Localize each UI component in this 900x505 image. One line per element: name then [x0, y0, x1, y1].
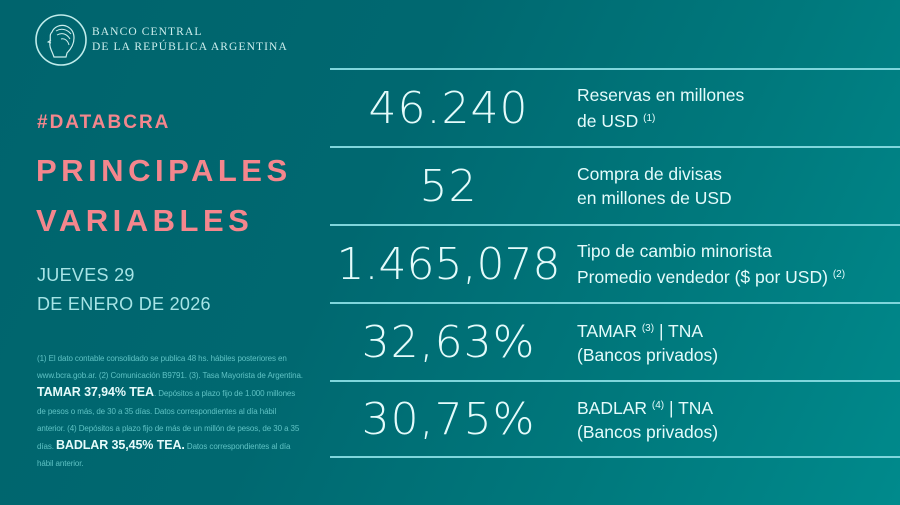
tamar-rate-type: | TNA: [658, 321, 704, 341]
variable-row-reservas: 46.240 Reservas en millones de USD (1): [330, 68, 900, 146]
tipo-cambio-value: 1.465,078: [336, 238, 561, 290]
date-line1: JUEVES 29: [37, 265, 135, 285]
reservas-label-line2: de USD (1): [577, 107, 744, 133]
badlar-label-line1: BADLAR (4) | TNA: [577, 394, 718, 420]
tamar-label-line2: (Bancos privados): [577, 345, 719, 365]
hashtag: #DATABCRA: [37, 112, 171, 133]
date-line2: DE ENERO DE 2026: [37, 294, 211, 314]
compra-divisas-label: Compra de divisas en millones de USD: [577, 162, 732, 210]
footnote-ref-4: (4): [651, 400, 665, 411]
tipo-cambio-label-text: Promedio vendedor ($ por USD): [577, 267, 828, 287]
tamar-label: TAMAR (3) | TNA (Bancos privados): [577, 317, 718, 367]
footnotes: (1) El dato contable consolidado se publ…: [37, 350, 305, 472]
reservas-label-line1: Reservas en millones: [577, 85, 745, 105]
badlar-name: BADLAR: [577, 398, 648, 418]
org-name-line2: DE LA REPÚBLICA ARGENTINA: [92, 41, 288, 53]
compra-divisas-value: 52: [419, 160, 478, 212]
footnote-text-3: Datos correspondientes al día hábil ante…: [37, 442, 291, 469]
footnote-text-1: (1) El dato contable consolidado se publ…: [37, 354, 303, 381]
footnote-ref-3: (3): [641, 323, 655, 334]
badlar-label: BADLAR (4) | TNA (Bancos privados): [577, 394, 718, 444]
tamar-name: TAMAR: [577, 321, 637, 341]
badlar-label-line2: (Bancos privados): [577, 422, 719, 442]
bcra-seal-icon: [35, 14, 87, 66]
page-title: PRINCIPALES VARIABLES: [36, 146, 292, 246]
reservas-value: 46.240: [368, 82, 529, 134]
variables-table: 46.240 Reservas en millones de USD (1) 5…: [330, 68, 900, 458]
tipo-cambio-label-line1: Tipo de cambio minorista: [577, 241, 772, 261]
compra-divisas-label-line2: en millones de USD: [577, 188, 732, 208]
reservas-label: Reservas en millones de USD (1): [577, 83, 744, 133]
footnote-ref-1: (1): [643, 113, 656, 124]
title-line2: VARIABLES: [36, 203, 254, 238]
tamar-label-line1: TAMAR (3) | TNA: [577, 317, 718, 343]
badlar-tea: BADLAR 35,45% TEA.: [55, 438, 185, 453]
variable-row-compra-divisas: 52 Compra de divisas en millones de USD: [330, 146, 900, 224]
tipo-cambio-label: Tipo de cambio minorista Promedio vended…: [577, 239, 845, 289]
tamar-value: 32,63%: [361, 316, 536, 368]
variable-row-tamar: 32,63% TAMAR (3) | TNA (Bancos privados): [330, 302, 900, 380]
badlar-rate-type: | TNA: [669, 398, 714, 418]
title-line1: PRINCIPALES: [36, 153, 292, 188]
tamar-tea: TAMAR 37,94% TEA: [37, 385, 154, 400]
variable-row-badlar: 30,75% BADLAR (4) | TNA (Bancos privados…: [330, 380, 900, 458]
reservas-label-text: de USD: [577, 111, 639, 131]
compra-divisas-label-line1: Compra de divisas: [577, 164, 722, 184]
org-name-line1: BANCO CENTRAL: [92, 26, 203, 38]
variable-row-tipo-cambio: 1.465,078 Tipo de cambio minorista Prome…: [330, 224, 900, 302]
badlar-value: 30,75%: [361, 393, 536, 445]
bcra-logo: BANCO CENTRAL DE LA REPÚBLICA ARGENTINA: [34, 13, 288, 67]
footnote-text-2: . Depósitos a plazo fijo de 1.000 millon…: [37, 389, 300, 452]
report-date: JUEVES 29 DE ENERO DE 2026: [37, 261, 211, 319]
tipo-cambio-label-line2: Promedio vendedor ($ por USD) (2): [577, 263, 845, 289]
footnote-ref-2: (2): [832, 269, 846, 280]
